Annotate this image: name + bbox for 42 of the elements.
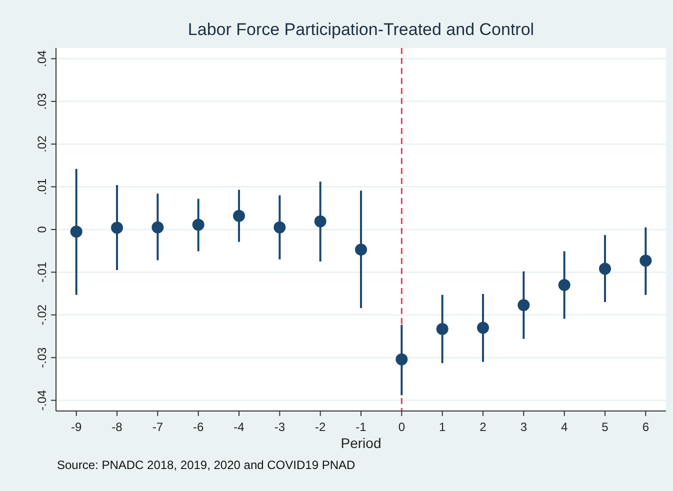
point [355, 244, 367, 256]
point [436, 323, 448, 336]
y-tick-label: 0 [35, 226, 49, 233]
x-tick-label: 3 [520, 420, 528, 434]
y-tick-label: -.03 [35, 346, 49, 368]
point [518, 299, 530, 312]
y-tick-label: -.01 [35, 262, 49, 283]
y-tick-label: .04 [35, 50, 49, 68]
point [396, 353, 408, 366]
y-tick-label: .01 [35, 178, 49, 196]
chart-title: Labor Force Participation-Treated and Control [188, 20, 534, 39]
x-axis-title: Period [340, 435, 382, 451]
point [314, 215, 326, 228]
x-tick-label: 4 [560, 420, 568, 434]
x-tick-label: 1 [438, 420, 446, 434]
point [274, 221, 286, 234]
x-tick-label: -4 [234, 420, 245, 434]
x-tick-label: 2 [480, 420, 487, 434]
point [70, 226, 82, 238]
point [111, 222, 123, 234]
point [558, 279, 570, 292]
source-note: Source: PNADC 2018, 2019, 2020 and COVID19 PNAD [57, 458, 356, 472]
x-tick-label: 6 [642, 420, 650, 434]
point [152, 221, 164, 234]
y-tick-label: -.02 [35, 304, 49, 326]
point [233, 210, 245, 222]
point [599, 262, 611, 275]
x-tick-label: -8 [112, 420, 123, 434]
x-tick-label: 5 [602, 420, 609, 434]
point [477, 322, 489, 334]
x-tick-label: 0 [398, 420, 406, 434]
x-tick-label: -1 [356, 420, 367, 434]
y-tick-label: .02 [35, 135, 49, 152]
x-tick-label: -2 [314, 420, 326, 434]
x-tick-label: -3 [274, 420, 286, 434]
x-tick-label: -6 [192, 420, 204, 434]
point [640, 254, 652, 267]
x-tick-label: -7 [152, 420, 164, 434]
point [192, 218, 204, 231]
x-tick-label: -9 [70, 420, 82, 434]
y-tick-label: .03 [35, 92, 49, 110]
y-tick-label: -.04 [35, 390, 49, 411]
